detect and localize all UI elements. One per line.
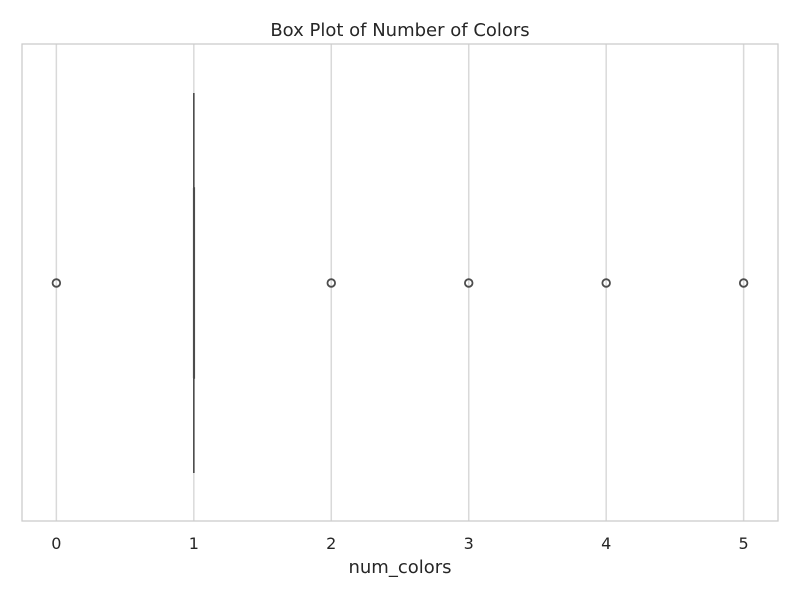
x-tick-label: 3 <box>464 534 474 553</box>
plot-frame <box>21 43 779 522</box>
outlier-point <box>738 278 749 288</box>
x-tick-label: 5 <box>739 534 749 553</box>
x-tick-label: 0 <box>51 534 61 553</box>
chart-title: Box Plot of Number of Colors <box>270 20 529 41</box>
x-tick-label: 1 <box>189 534 199 553</box>
x-tick-label: 4 <box>601 534 611 553</box>
box-layer <box>192 93 196 473</box>
outlier-layer <box>51 278 749 288</box>
outlier-point <box>464 278 474 288</box>
outlier-point <box>601 278 611 288</box>
outlier-point <box>51 278 62 288</box>
x-tick-label: 2 <box>326 534 336 553</box>
x-axis-label: num_colors <box>348 557 451 578</box>
grid-layer <box>55 44 745 521</box>
x-tick-labels: 0 1 2 3 4 5 <box>51 534 748 553</box>
outlier-point <box>326 278 336 288</box>
